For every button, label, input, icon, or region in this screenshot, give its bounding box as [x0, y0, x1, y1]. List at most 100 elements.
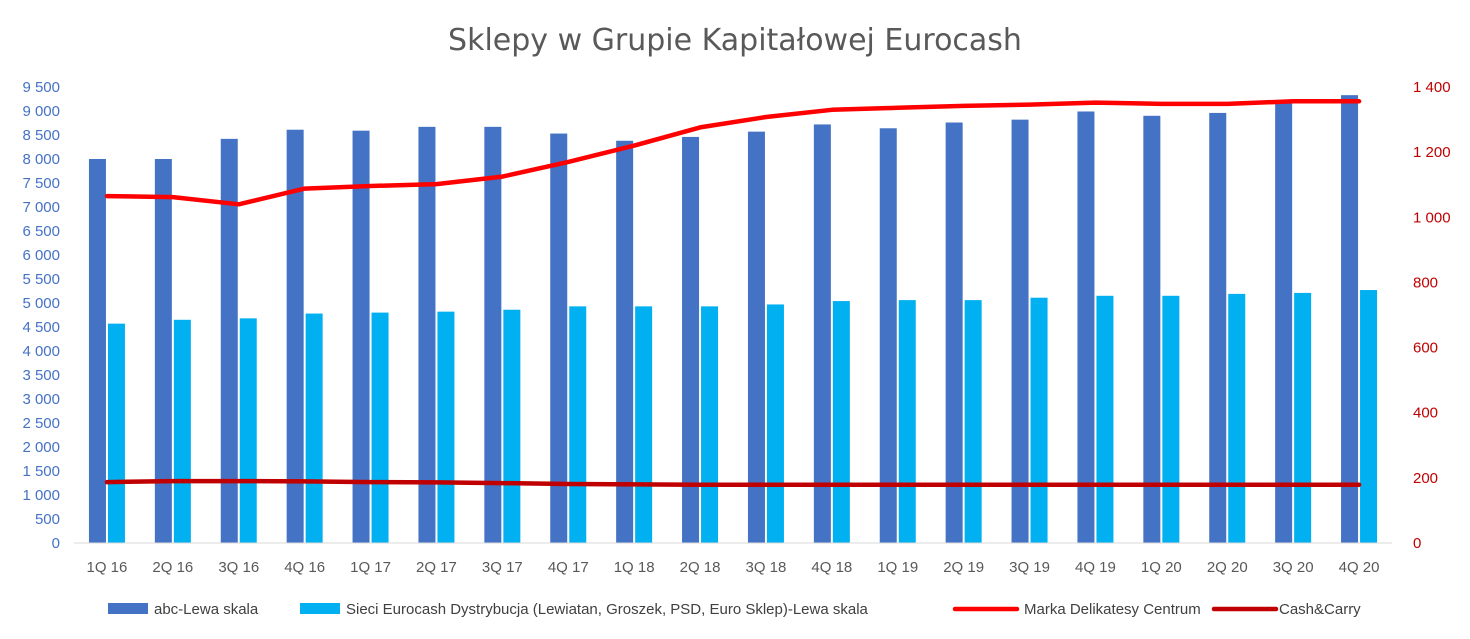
left-tick-label: 500: [35, 511, 60, 528]
left-tick-label: 4 500: [22, 319, 60, 336]
bar-sieci-eurocash: [437, 311, 455, 543]
left-tick-label: 1 000: [22, 487, 60, 504]
bar-abc: [1077, 111, 1095, 543]
bar-sieci-eurocash: [832, 301, 850, 543]
x-tick-label: 4Q 17: [548, 559, 589, 576]
x-tick-label: 2Q 17: [416, 559, 457, 576]
bar-abc: [747, 131, 765, 543]
x-tick-label: 3Q 16: [218, 559, 259, 576]
bar-abc: [352, 130, 370, 543]
left-tick-label: 6 000: [22, 247, 60, 264]
right-tick-label: 1 000: [1413, 209, 1451, 226]
x-tick-label: 2Q 18: [680, 559, 721, 576]
bar-sieci-eurocash: [239, 318, 257, 543]
bar-abc: [484, 126, 502, 543]
bar-sieci-eurocash: [173, 319, 191, 543]
legend: abc-Lewa skala Sieci Eurocash Dystrybucja…: [108, 601, 1361, 618]
right-axis: 0 200 400 600 800 1 000 1 200 1 400: [1413, 79, 1451, 552]
bar-abc: [1011, 119, 1029, 543]
x-tick-label: 4Q 16: [284, 559, 325, 576]
bar-sieci-eurocash: [305, 313, 323, 543]
bar-sieci-eurocash: [1162, 295, 1180, 543]
bar-sieci-eurocash: [1096, 295, 1114, 543]
left-axis: 0 500 1 000 1 500 2 000 2 500 3 000 3 500 4 000 4…: [22, 79, 60, 552]
bar-sieci-eurocash: [1360, 290, 1378, 543]
x-tick-label: 4Q 18: [811, 559, 852, 576]
x-axis: 1Q 16 2Q 16 3Q 16 4Q 16 1Q 17 2Q 17 3Q 17 4Q 17…: [87, 559, 1380, 576]
bar-sieci-eurocash: [107, 323, 125, 543]
legend-swatch: [108, 603, 148, 614]
right-tick-label: 0: [1413, 535, 1421, 552]
left-tick-label: 0: [52, 535, 60, 552]
bar-abc: [1209, 112, 1227, 544]
bar-abc: [813, 124, 831, 543]
legend-label: abc-Lewa skala: [154, 601, 259, 618]
x-tick-label: 3Q 18: [746, 559, 787, 576]
bar-sieci-eurocash: [898, 300, 916, 543]
x-tick-label: 2Q 16: [152, 559, 193, 576]
right-tick-label: 600: [1413, 340, 1438, 357]
legend-label: Sieci Eurocash Dystrybucja (Lewiatan, Gr…: [346, 601, 869, 618]
x-tick-label: 4Q 20: [1339, 559, 1380, 576]
bar-sieci-eurocash: [371, 312, 389, 543]
bar-sieci-eurocash: [1228, 293, 1246, 543]
legend-label: Marka Delikatesy Centrum: [1024, 601, 1201, 618]
bar-abc: [1143, 115, 1161, 544]
left-tick-label: 6 500: [22, 223, 60, 240]
x-tick-label: 3Q 20: [1273, 559, 1314, 576]
x-tick-label: 1Q 18: [614, 559, 655, 576]
left-tick-label: 7 500: [22, 175, 60, 192]
x-tick-label: 1Q 17: [350, 559, 391, 576]
bar-abc: [1275, 102, 1293, 543]
bar-sieci-eurocash: [635, 306, 653, 543]
line-cash-and-carry: [104, 478, 1362, 487]
right-tick-label: 1 400: [1413, 79, 1451, 96]
bar-abc: [154, 159, 172, 543]
left-tick-label: 7 000: [22, 199, 60, 216]
bar-sieci-eurocash: [1294, 292, 1312, 543]
right-tick-label: 800: [1413, 274, 1438, 291]
left-tick-label: 5 000: [22, 295, 60, 312]
bar-sieci-eurocash: [766, 304, 784, 543]
bar-sieci-eurocash: [569, 306, 587, 543]
x-tick-label: 2Q 19: [943, 559, 984, 576]
bar-sieci-eurocash: [701, 306, 719, 543]
x-tick-label: 1Q 20: [1141, 559, 1182, 576]
bar-sieci-eurocash: [964, 300, 982, 543]
legend-label: Cash&Carry: [1279, 601, 1361, 618]
x-tick-label: 4Q 19: [1075, 559, 1116, 576]
x-tick-label: 1Q 16: [87, 559, 128, 576]
bar-abc: [682, 136, 700, 544]
bar-abc: [1341, 95, 1359, 543]
bar-sieci-eurocash: [1030, 297, 1048, 543]
left-tick-label: 4 000: [22, 343, 60, 360]
left-tick-label: 5 500: [22, 271, 60, 288]
bar-series: [88, 95, 1378, 544]
bar-abc: [418, 126, 436, 543]
left-tick-label: 8 000: [22, 151, 60, 168]
bar-sieci-eurocash: [503, 309, 521, 543]
bar-abc: [945, 122, 963, 544]
left-tick-label: 2 000: [22, 439, 60, 456]
x-tick-label: 3Q 17: [482, 559, 523, 576]
bar-abc: [550, 133, 568, 543]
line-marka-delikatesy-centrum: [104, 99, 1362, 207]
right-tick-label: 400: [1413, 405, 1438, 422]
bar-abc: [879, 128, 897, 543]
bar-abc: [286, 129, 304, 543]
legend-swatch: [300, 603, 340, 614]
x-tick-label: 2Q 20: [1207, 559, 1248, 576]
left-tick-label: 9 000: [22, 103, 60, 120]
chart-title: Sklepy w Grupie Kapitałowej Eurocash: [448, 23, 1022, 58]
left-tick-label: 8 500: [22, 127, 60, 144]
right-tick-label: 200: [1413, 470, 1438, 487]
x-tick-label: 1Q 19: [877, 559, 918, 576]
left-tick-label: 2 500: [22, 415, 60, 432]
left-tick-label: 1 500: [22, 463, 60, 480]
line-series: [104, 99, 1362, 487]
bar-abc: [220, 138, 238, 543]
right-tick-label: 1 200: [1413, 144, 1451, 161]
left-tick-label: 9 500: [22, 79, 60, 96]
left-tick-label: 3 000: [22, 391, 60, 408]
